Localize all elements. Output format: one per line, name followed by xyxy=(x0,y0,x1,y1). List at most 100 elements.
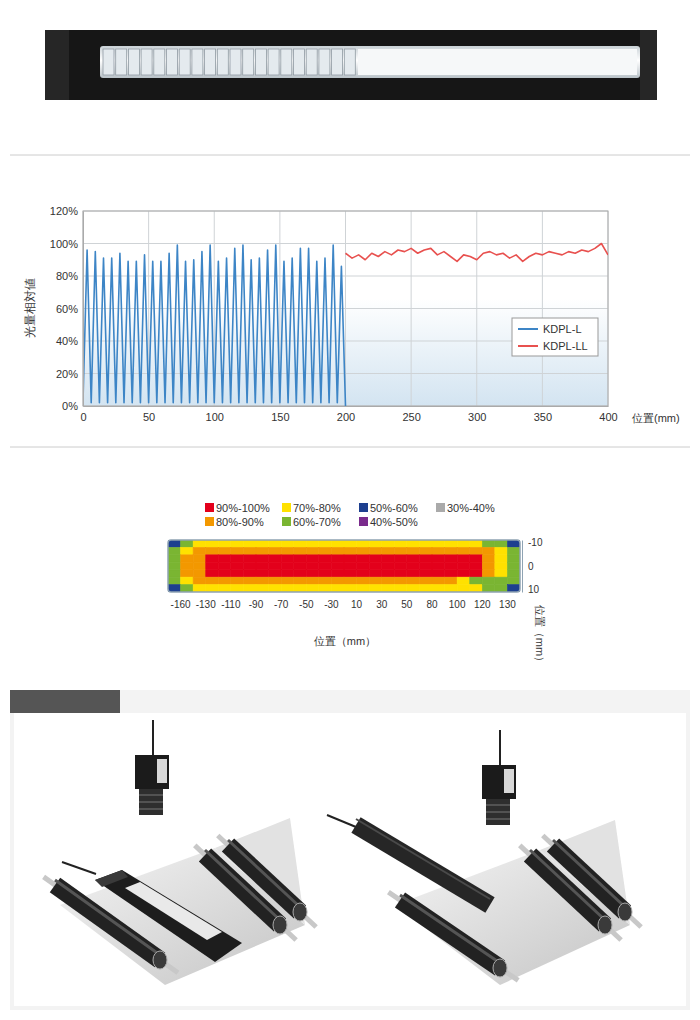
heat-cell xyxy=(382,577,395,584)
led-segment xyxy=(332,49,343,75)
light-unit xyxy=(95,870,242,962)
heat-cell xyxy=(407,570,420,577)
heat-cell xyxy=(294,547,307,554)
heat-cell xyxy=(394,570,407,577)
heat-cell xyxy=(344,547,357,554)
grid xyxy=(83,211,608,406)
axis-line xyxy=(169,595,521,596)
tick: -50 xyxy=(299,599,314,610)
tick: 400 xyxy=(599,406,617,423)
legend-box xyxy=(512,318,598,356)
tick-label: 120% xyxy=(50,205,78,217)
heat-cell xyxy=(432,570,445,577)
heat-cell xyxy=(181,555,194,562)
heat-cell xyxy=(507,562,520,569)
heat-cell xyxy=(394,562,407,569)
series-line xyxy=(83,245,346,406)
heat-cell xyxy=(394,547,407,554)
camera-body xyxy=(482,765,516,799)
heat-cell xyxy=(482,547,495,554)
legend-label: 30%-40% xyxy=(447,502,495,514)
heat-cell xyxy=(256,570,269,577)
heat-cell xyxy=(369,555,382,562)
legend-swatch xyxy=(205,503,214,512)
tick-label: 100 xyxy=(449,599,466,610)
tick-label: 100% xyxy=(50,238,78,250)
divider xyxy=(10,447,690,448)
heat-cell xyxy=(193,555,206,562)
heat-cell xyxy=(382,547,395,554)
heat-cell xyxy=(482,577,495,584)
tick-label: 50 xyxy=(143,411,155,423)
x-axis-title: 位置（mm） xyxy=(314,635,376,647)
legend-swatch xyxy=(282,503,291,512)
heat-cell xyxy=(419,555,432,562)
led-segment xyxy=(344,49,355,75)
heat-cell xyxy=(457,570,470,577)
legend-label: 50%-60% xyxy=(370,502,418,514)
x-axis: -160-130-110-90-70-50-301030508010012013… xyxy=(169,596,521,611)
led-segment xyxy=(230,49,241,75)
tick-label: -110 xyxy=(221,599,241,610)
tick: 0% xyxy=(62,400,83,412)
led-segment xyxy=(255,49,266,75)
plot-background xyxy=(83,211,608,406)
led-segment xyxy=(103,49,114,75)
heat-cell xyxy=(231,570,244,577)
heat-cell xyxy=(319,577,332,584)
tick: 200 xyxy=(337,406,355,423)
y-axis: 0%20%40%60%80%100%120% xyxy=(50,205,84,412)
heat-cell xyxy=(331,540,344,547)
heat-cell xyxy=(331,577,344,584)
tick-label: 0 xyxy=(80,411,86,423)
led-segment xyxy=(141,49,152,75)
heat-cell xyxy=(445,585,458,592)
led-segment xyxy=(154,49,165,75)
heat-cell xyxy=(382,570,395,577)
tick: 0 xyxy=(80,406,86,423)
lens-ring xyxy=(139,802,163,803)
legend-swatch xyxy=(282,517,291,526)
roller-end xyxy=(618,903,632,921)
heat-cell xyxy=(256,540,269,547)
tick-label: 130 xyxy=(499,599,516,610)
heat-cell xyxy=(419,570,432,577)
heat-cell xyxy=(218,585,231,592)
heat-cell xyxy=(231,577,244,584)
tick: -90 xyxy=(249,599,264,610)
heat-cell xyxy=(281,585,294,592)
roller-axle xyxy=(218,835,316,927)
heat-cell xyxy=(243,562,256,569)
lens-ring xyxy=(486,805,510,806)
roller-end xyxy=(293,903,307,921)
roller-highlight xyxy=(553,840,625,907)
heat-cell xyxy=(206,547,219,554)
light-unit-top xyxy=(95,870,128,887)
roller xyxy=(553,845,625,912)
product-cap xyxy=(640,30,657,100)
heat-cell xyxy=(281,540,294,547)
heat-cell xyxy=(243,555,256,562)
heat-cell xyxy=(394,540,407,547)
tick-label: 300 xyxy=(468,411,486,423)
heat-cell xyxy=(168,577,181,584)
heat-cell xyxy=(457,562,470,569)
heat-cell xyxy=(507,577,520,584)
tick-label: 40% xyxy=(56,335,78,347)
heat-cell xyxy=(495,540,508,547)
led-segment xyxy=(116,49,127,75)
heat-cell xyxy=(394,577,407,584)
heat-cell xyxy=(281,562,294,569)
heat-cell xyxy=(482,570,495,577)
heat-cell xyxy=(407,585,420,592)
led-segment xyxy=(268,49,279,75)
heat-cell xyxy=(206,585,219,592)
legend-label: 40%-50% xyxy=(370,516,418,528)
cells xyxy=(168,540,520,592)
led-segment xyxy=(128,49,139,75)
heat-cell xyxy=(294,585,307,592)
tick: -30 xyxy=(324,599,339,610)
tick-label: -10 xyxy=(528,537,543,548)
legend: KDPL-LKDPL-LL xyxy=(512,318,598,356)
heat-cell xyxy=(168,585,181,592)
